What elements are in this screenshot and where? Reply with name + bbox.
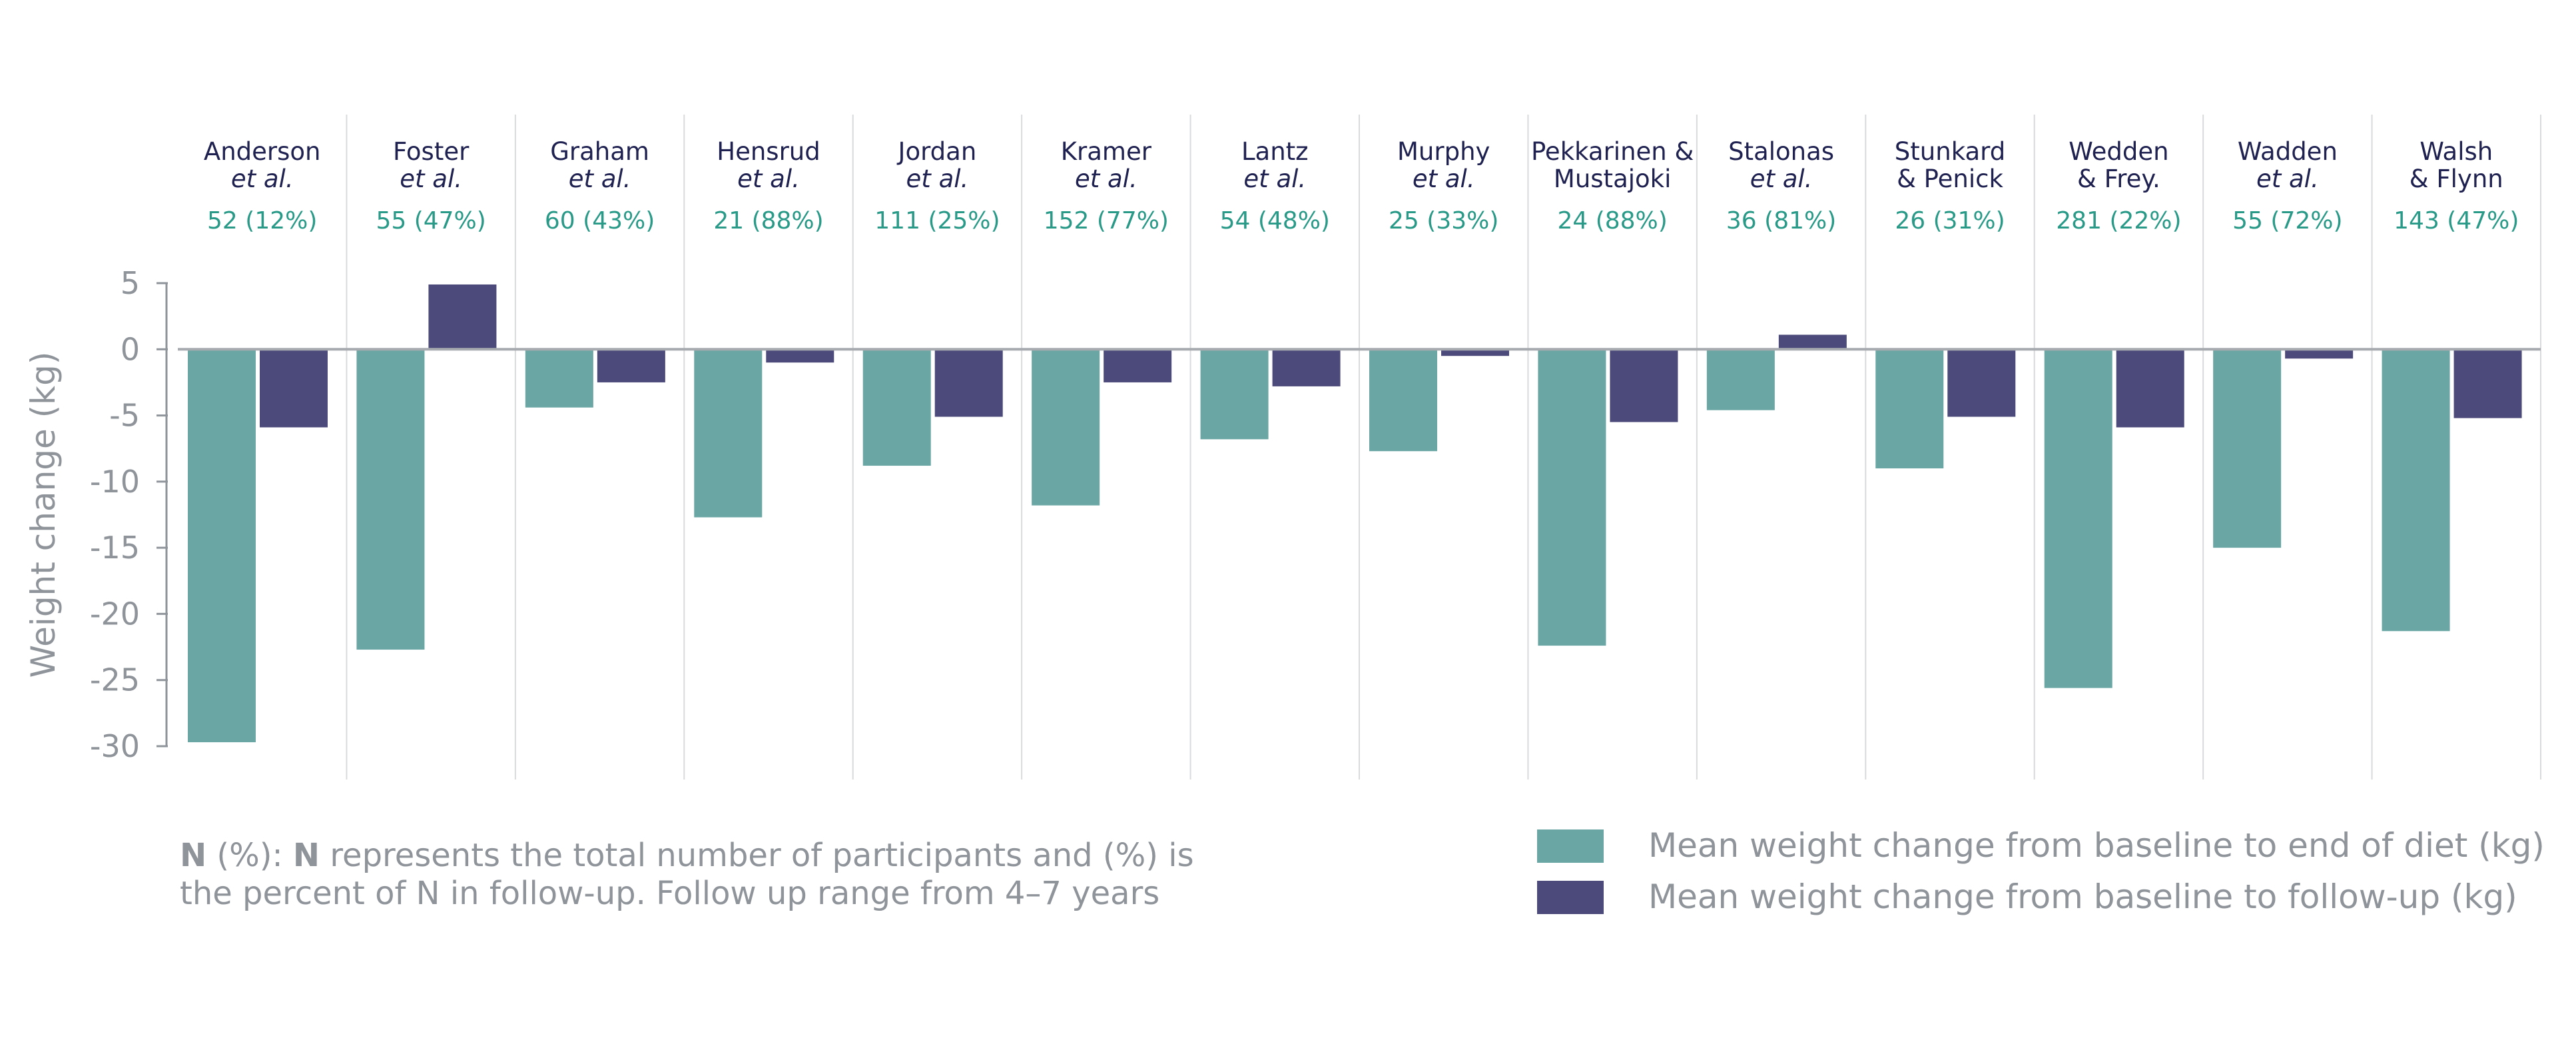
study-n-label: 52 (12%) bbox=[207, 207, 317, 235]
study-name-line-2: Mustajoki bbox=[1554, 165, 1671, 193]
bar-end-of-diet bbox=[188, 349, 256, 743]
study-n-label: 55 (72%) bbox=[2232, 207, 2342, 235]
study-name-line-1: Graham bbox=[550, 137, 649, 166]
study-name-line-2: & Penick bbox=[1897, 165, 2003, 193]
legend-label-follow-up: Mean weight change from baseline to foll… bbox=[1648, 877, 2517, 916]
y-tick-label: 0 bbox=[121, 331, 140, 367]
footnote-bold-n: N bbox=[180, 837, 206, 874]
column-dividers bbox=[346, 115, 2541, 780]
study-n-label: 60 (43%) bbox=[545, 207, 655, 235]
bar-follow-up bbox=[934, 349, 1003, 417]
bar-follow-up bbox=[1272, 349, 1341, 386]
footnote-line-1: N (%): N represents the total number of … bbox=[180, 837, 1194, 874]
study-name-line-1: Stunkard bbox=[1895, 137, 2005, 166]
study-name-line-2: & Frey. bbox=[2077, 165, 2160, 193]
footnote-part-1: (%): bbox=[206, 837, 293, 874]
bar-end-of-diet bbox=[2213, 349, 2282, 548]
bar-end-of-diet bbox=[356, 349, 425, 650]
footnote: N (%): N represents the total number of … bbox=[180, 837, 1194, 912]
study-n-label: 111 (25%) bbox=[874, 207, 1000, 235]
study-name-line-2: et al. bbox=[1243, 165, 1306, 193]
study-n-label: 26 (31%) bbox=[1895, 207, 2005, 235]
study-n-label: 25 (33%) bbox=[1389, 207, 1498, 235]
study-n-label: 152 (77%) bbox=[1044, 207, 1169, 235]
bar-follow-up bbox=[260, 349, 328, 428]
study-name-line-1: Pekkarinen & bbox=[1531, 137, 1694, 166]
y-tick-label: -15 bbox=[90, 530, 140, 566]
y-tick-label: -20 bbox=[90, 596, 140, 632]
study-name-line-1: Stalonas bbox=[1728, 137, 1834, 166]
legend-label-end-of-diet: Mean weight change from baseline to end … bbox=[1648, 826, 2545, 865]
study-name-line-2: & Flynn bbox=[2410, 165, 2503, 193]
footnote-part-2: represents the total number of participa… bbox=[320, 837, 1193, 874]
study-n-label: 143 (47%) bbox=[2394, 207, 2519, 235]
bar-end-of-diet bbox=[1875, 349, 1944, 468]
bar-follow-up bbox=[1104, 349, 1172, 382]
bar-follow-up bbox=[1778, 334, 1847, 350]
bar-end-of-diet bbox=[2382, 349, 2450, 632]
study-name-line-1: Anderson bbox=[204, 137, 321, 166]
study-n-label: 281 (22%) bbox=[2056, 207, 2181, 235]
bar-follow-up bbox=[1947, 349, 2016, 417]
footnote-bold-n-2: N bbox=[293, 837, 320, 874]
study-name-line-2: et al. bbox=[2256, 165, 2319, 193]
study-name-line-1: Walsh bbox=[2419, 137, 2493, 166]
study-name-line-2: et al. bbox=[1413, 165, 1475, 193]
study-name-line-2: et al. bbox=[231, 165, 294, 193]
bar-end-of-diet bbox=[1706, 349, 1775, 410]
study-name-line-2: et al. bbox=[569, 165, 631, 193]
study-n-label: 55 (47%) bbox=[376, 207, 485, 235]
bar-follow-up bbox=[766, 349, 834, 363]
study-name-line-1: Wedden bbox=[2069, 137, 2168, 166]
y-tick-label: -10 bbox=[90, 464, 140, 500]
study-name-line-2: et al. bbox=[906, 165, 969, 193]
bar-end-of-diet bbox=[694, 349, 763, 518]
y-tick-label: -25 bbox=[90, 662, 140, 698]
bar-follow-up bbox=[428, 284, 497, 350]
study-name-line-2: et al. bbox=[400, 165, 462, 193]
footnote-line-2: the percent of N in follow-up. Follow up… bbox=[180, 875, 1159, 912]
y-axis-title: Weight change (kg) bbox=[24, 352, 63, 678]
study-n-label: 24 (88%) bbox=[1557, 207, 1667, 235]
y-tick-label: -30 bbox=[90, 728, 140, 764]
legend: Mean weight change from baseline to end … bbox=[1537, 826, 2545, 916]
bar-marks bbox=[188, 284, 2522, 743]
study-name-line-2: et al. bbox=[737, 165, 800, 193]
study-name-line-1: Wadden bbox=[2238, 137, 2338, 166]
study-n-label: 54 (48%) bbox=[1220, 207, 1330, 235]
study-name-line-1: Lantz bbox=[1241, 137, 1309, 166]
study-name-line-1: Foster bbox=[393, 137, 470, 166]
study-n-label: 21 (88%) bbox=[713, 207, 823, 235]
bar-follow-up bbox=[1610, 349, 1678, 422]
bar-end-of-diet bbox=[862, 349, 931, 466]
y-tick-label: -5 bbox=[109, 398, 140, 434]
bar-follow-up bbox=[597, 349, 665, 382]
study-name-line-1: Jordan bbox=[897, 137, 977, 166]
bar-follow-up bbox=[2116, 349, 2184, 428]
bar-follow-up bbox=[1441, 349, 1509, 356]
legend-swatch-follow-up bbox=[1537, 881, 1604, 914]
study-name-line-1: Hensrud bbox=[717, 137, 820, 166]
study-name-line-1: Kramer bbox=[1061, 137, 1152, 166]
bar-end-of-diet bbox=[525, 349, 593, 408]
study-name-line-1: Murphy bbox=[1397, 137, 1490, 166]
bar-end-of-diet bbox=[1538, 349, 1606, 646]
bar-end-of-diet bbox=[1032, 349, 1100, 506]
legend-swatch-end-of-diet bbox=[1537, 829, 1604, 863]
y-axis: 5 0 -5 -10 -15 -20 -25 -30 bbox=[90, 265, 168, 764]
study-name-line-2: et al. bbox=[1075, 165, 1137, 193]
bar-follow-up bbox=[2285, 349, 2354, 359]
study-name-line-2: et al. bbox=[1750, 165, 1813, 193]
y-tick-label: 5 bbox=[121, 265, 140, 301]
bar-end-of-diet bbox=[1200, 349, 1269, 440]
study-n-label: 36 (81%) bbox=[1726, 207, 1836, 235]
bar-end-of-diet bbox=[1369, 349, 1437, 452]
bar-end-of-diet bbox=[2044, 349, 2112, 688]
bar-follow-up bbox=[2453, 349, 2522, 418]
